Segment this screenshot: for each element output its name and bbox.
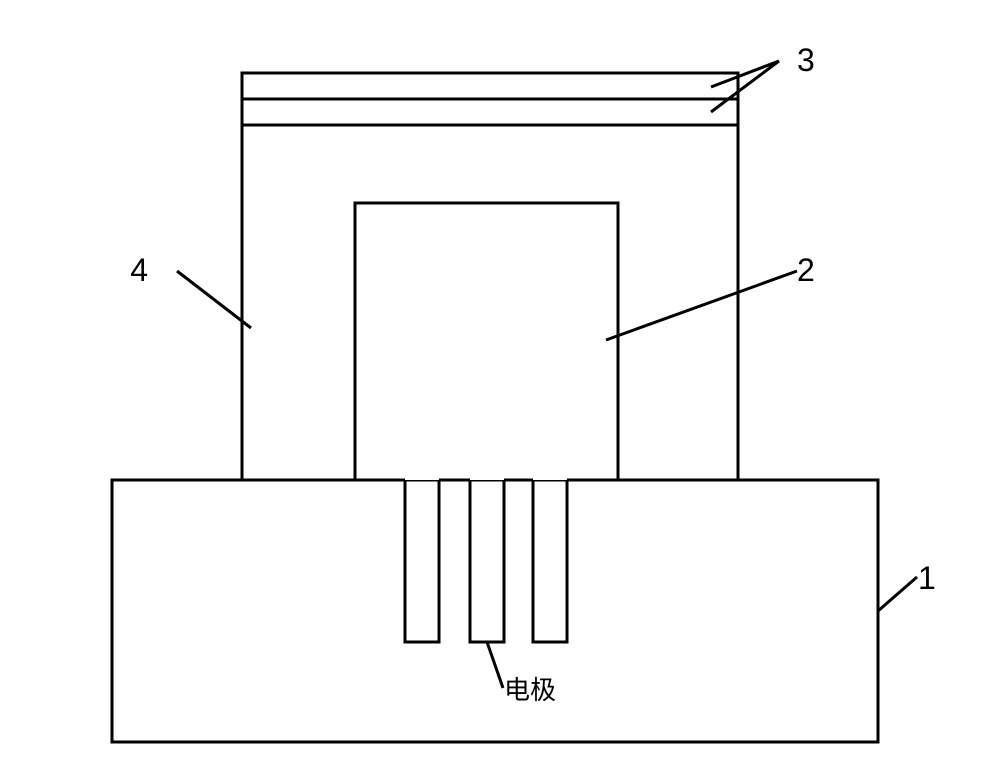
callout-label-3: 3 <box>797 42 815 79</box>
bottom-block <box>112 480 878 742</box>
electrode-label: 电极 <box>504 670 556 707</box>
callout-label-2: 2 <box>797 252 815 289</box>
inner-square <box>355 203 618 480</box>
callout-label-4: 4 <box>130 252 148 289</box>
callout-label-1: 1 <box>918 560 936 597</box>
diagram-svg <box>0 0 1000 779</box>
lead-1 <box>878 577 917 611</box>
lead-4 <box>177 271 251 328</box>
technical-diagram: 1 2 3 4 电极 <box>0 0 1000 779</box>
